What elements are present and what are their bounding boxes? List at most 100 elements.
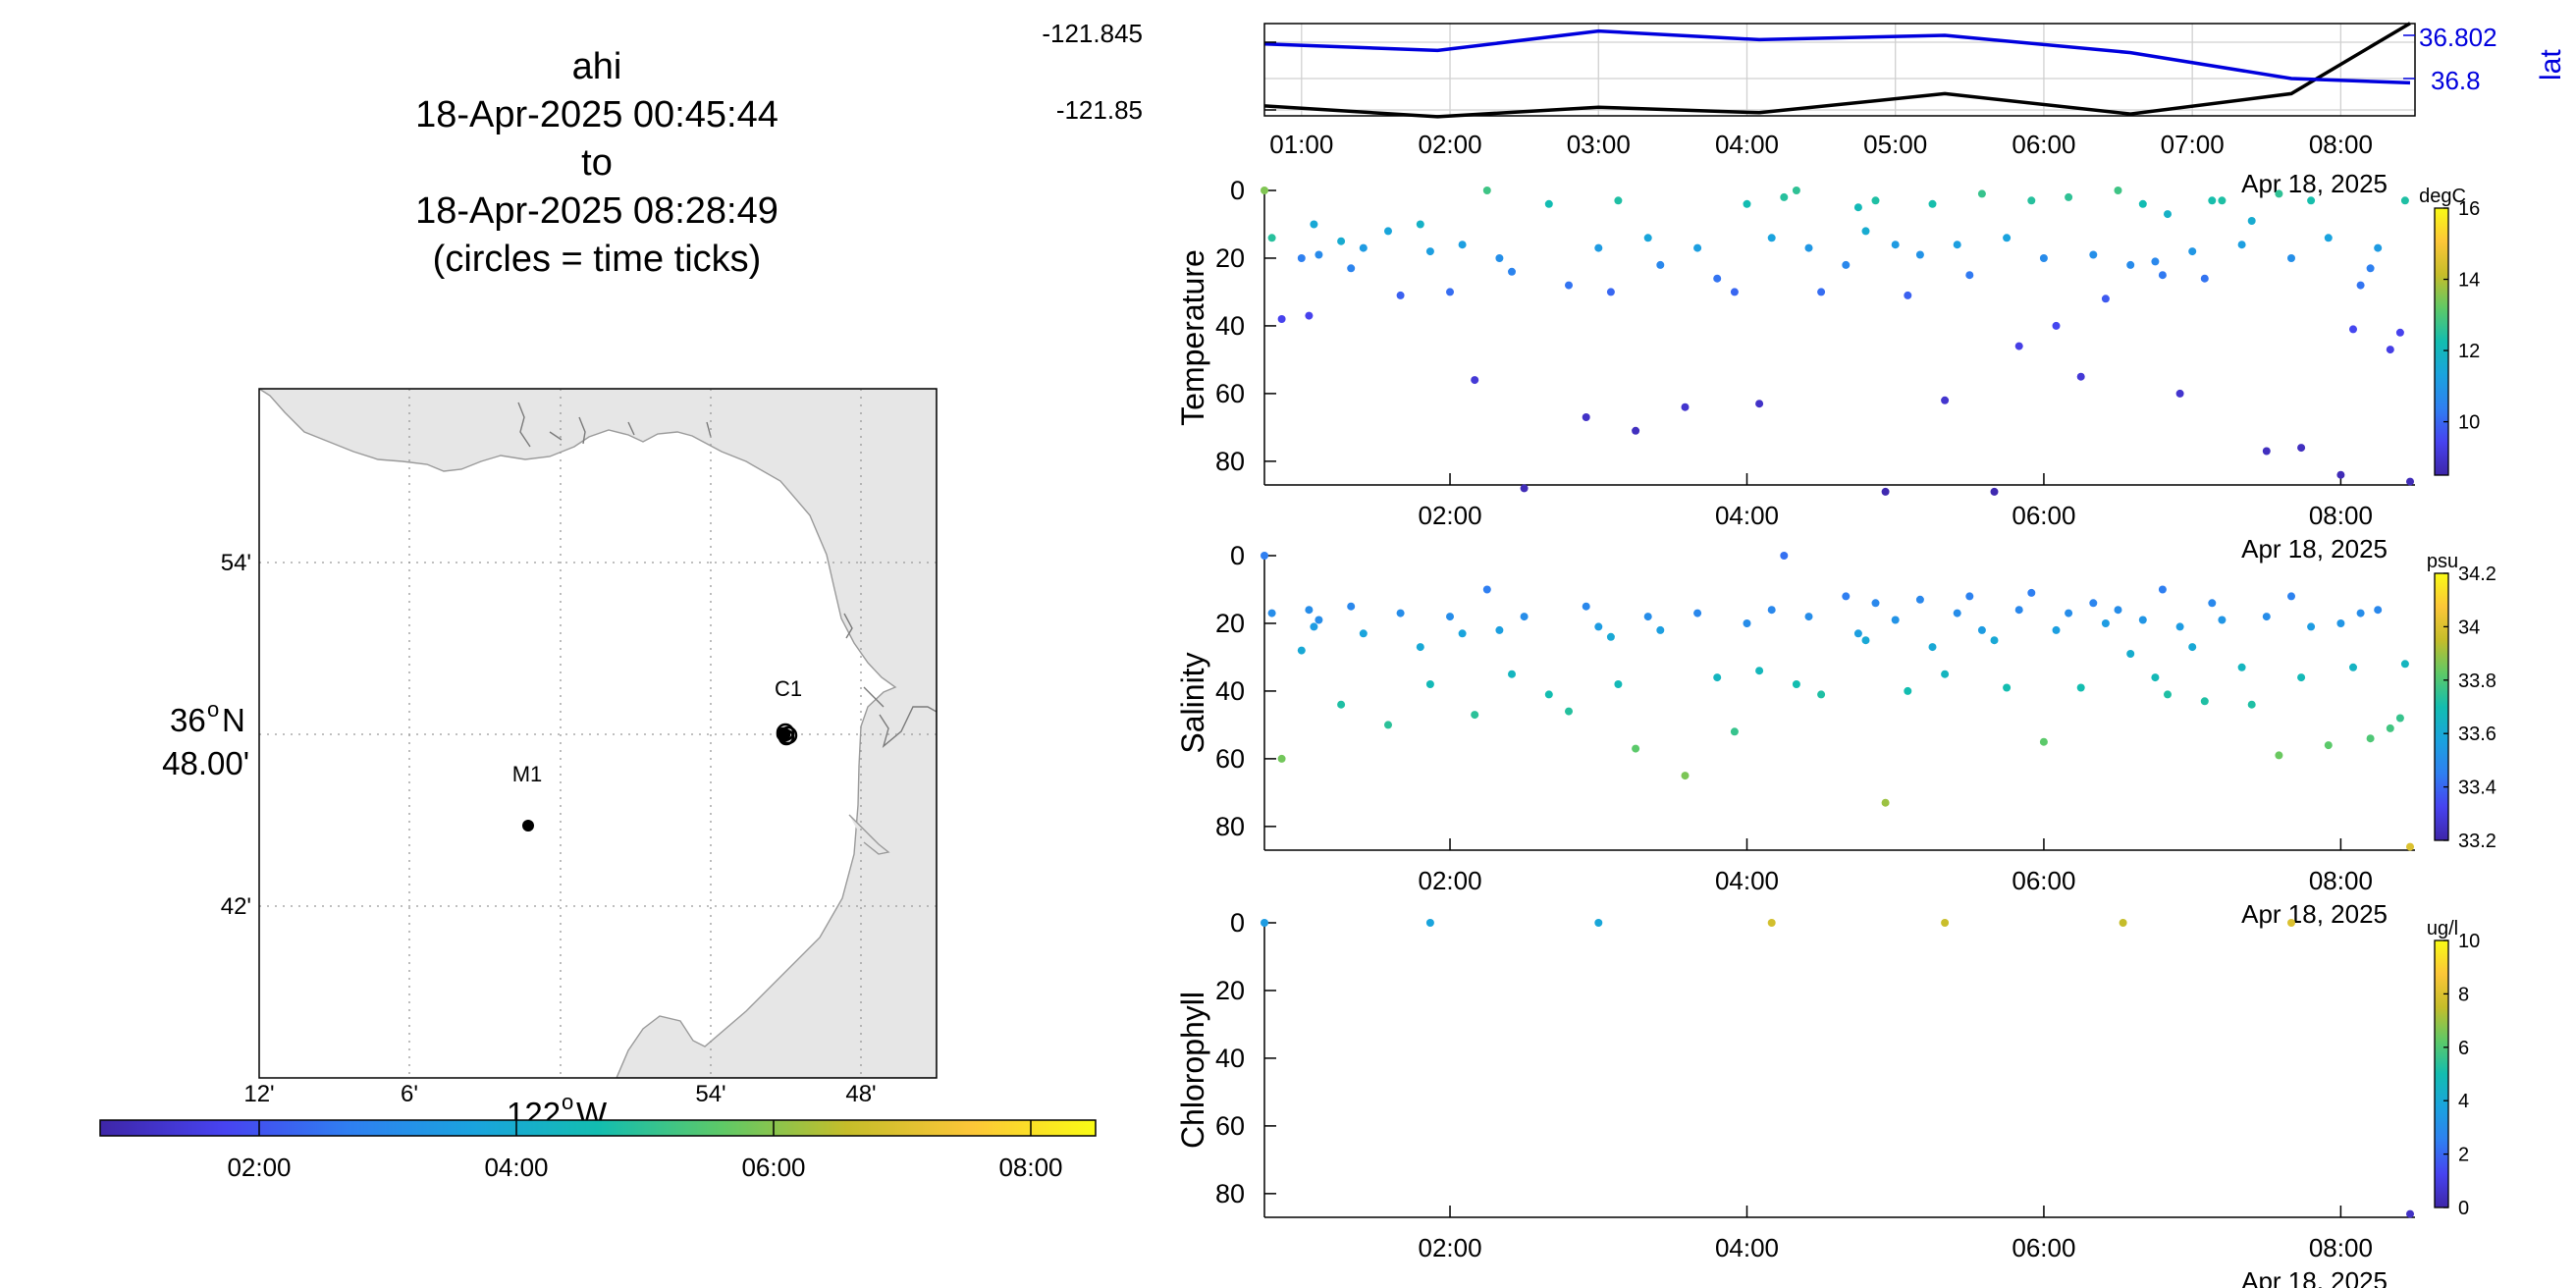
data-point: [1871, 196, 1880, 205]
lonlat-x-ticks: 01:00 02:00 03:00 04:00 05:00 06:00 07:00 08:00: [1269, 130, 2373, 159]
station-label: M1: [512, 762, 543, 786]
lon-tick-label: 6': [401, 1081, 418, 1107]
lon-tick-label: 54': [695, 1081, 725, 1107]
data-point: [1482, 187, 1491, 194]
lat-axis-label: lat: [2535, 49, 2567, 80]
data-point: [2126, 650, 2135, 658]
y-tick-label: 80: [1215, 812, 1245, 841]
data-point: [1384, 721, 1392, 729]
data-point: [2188, 247, 2197, 256]
data-point: [1928, 643, 1937, 652]
data-point: [1565, 707, 1573, 716]
data-point: [1767, 234, 1776, 242]
data-point: [2218, 616, 2227, 624]
data-point: [2237, 241, 2246, 249]
x-tick-label: 04:00: [1715, 130, 1779, 159]
data-point: [1359, 629, 1368, 638]
data-point: [2039, 737, 2048, 746]
colorbar-tick-label: 33.6: [2458, 724, 2496, 745]
data-point: [2164, 210, 2172, 219]
data-point: [1261, 552, 1268, 560]
data-point: [2076, 372, 2085, 381]
data-point: [2386, 724, 2394, 732]
data-point: [2406, 477, 2414, 486]
data-point: [2262, 447, 2271, 456]
lat-main-degree-sign: o: [207, 697, 219, 722]
data-point: [2101, 619, 2110, 627]
data-point: [1277, 315, 1286, 323]
data-point: [2218, 196, 2227, 205]
data-point: [1315, 250, 1323, 259]
y-tick-label: 60: [1215, 379, 1245, 408]
data-point: [1508, 670, 1516, 678]
colorbar-tick-label: 34.2: [2458, 564, 2496, 585]
data-point: [2356, 609, 2365, 617]
data-point: [2065, 192, 2073, 201]
data-point: [2119, 919, 2127, 927]
y-tick-label: 60: [1215, 1111, 1245, 1141]
x-tick-label: 03:00: [1567, 130, 1631, 159]
data-point: [1755, 667, 1764, 675]
data-point: [1656, 625, 1665, 634]
data-point: [1904, 686, 1912, 695]
data-point: [2349, 663, 2357, 671]
data-point: [1965, 592, 1974, 601]
data-point: [1482, 585, 1491, 594]
data-point: [1261, 187, 1268, 194]
data-point: [1755, 400, 1764, 408]
y-tick-label: 20: [1215, 976, 1245, 1005]
data-point: [1780, 552, 1789, 560]
x-tick-label: 08:00: [2309, 1233, 2373, 1262]
temperature-colorbar: [2434, 207, 2449, 476]
colorbar-tick-label: 6: [2458, 1038, 2469, 1059]
data-point: [1842, 592, 1851, 601]
data-point: [1681, 402, 1690, 411]
data-point: [1780, 192, 1789, 201]
colorbar-tick-label: 33.2: [2458, 831, 2496, 852]
x-tick-label: 02:00: [1418, 866, 1481, 895]
data-point: [2101, 295, 2110, 303]
data-point: [1508, 267, 1516, 276]
data-point: [1606, 632, 1615, 641]
x-tick-label: 02:00: [1418, 130, 1481, 159]
data-point: [2400, 196, 2409, 205]
map-lat-labels: 54' 42': [221, 550, 251, 920]
data-point: [1853, 629, 1862, 638]
data-point: [1446, 613, 1454, 621]
data-point: [2336, 619, 2345, 627]
data-point: [2237, 663, 2246, 671]
data-point: [2247, 217, 2256, 225]
data-point: [1297, 254, 1306, 262]
x-tick-label: 02:00: [1418, 1233, 1481, 1262]
data-point: [2208, 599, 2217, 608]
data-point: [1582, 602, 1590, 611]
data-point: [1267, 609, 1276, 617]
data-point: [1305, 606, 1314, 615]
data-point: [2366, 734, 2375, 743]
data-point: [2386, 346, 2394, 354]
data-point: [1471, 711, 1479, 720]
data-point: [1594, 243, 1603, 252]
lat-main-degrees: 36: [170, 702, 206, 738]
colorbar-tick-label: 10: [2458, 412, 2480, 434]
x-tick-label: 05:00: [1863, 130, 1927, 159]
data-point: [1471, 376, 1479, 385]
data-point: [1632, 426, 1640, 435]
lat-main-hemisphere: N: [222, 702, 245, 738]
salinity-colorbar: [2434, 572, 2449, 841]
data-point: [1817, 690, 1826, 699]
data-point: [2395, 714, 2404, 723]
lat-tick-label: 36.8: [2431, 66, 2481, 95]
data-point: [2287, 919, 2295, 927]
data-point: [1730, 727, 1739, 736]
title-line: to: [581, 142, 613, 184]
colorbar-tick-label: 33.8: [2458, 671, 2496, 692]
data-point: [2039, 254, 2048, 262]
colorbar-tick-label: 8: [2458, 984, 2469, 1005]
data-point: [1915, 250, 1924, 259]
data-point: [2158, 585, 2167, 594]
data-point: [2400, 660, 2409, 669]
data-point: [1425, 247, 1434, 256]
data-point: [1347, 602, 1356, 611]
data-point: [2406, 1209, 2414, 1218]
